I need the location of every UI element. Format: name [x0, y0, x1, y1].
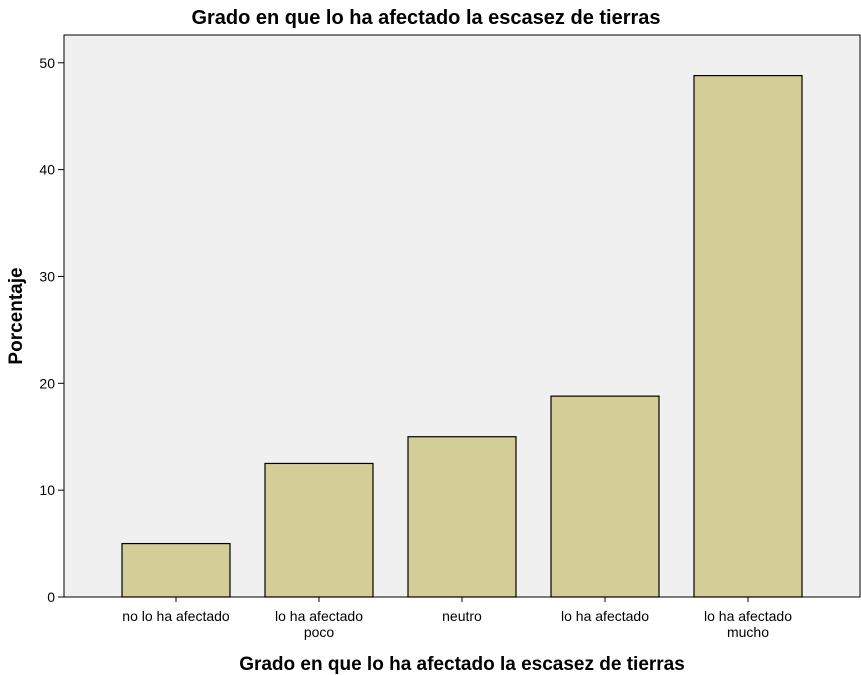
chart-title: Grado en que lo ha afectado la escasez d…: [191, 7, 660, 29]
x-axis-title: Grado en que lo ha afectado la escasez d…: [239, 654, 685, 675]
bar: [121, 542, 231, 598]
y-tick-label: 20: [39, 375, 55, 391]
y-axis-title: Porcentaje: [6, 267, 27, 364]
bar: [693, 75, 803, 598]
x-tick-label: neutro: [442, 608, 482, 624]
y-tick-label: 30: [39, 268, 55, 284]
y-tick-label: 50: [39, 55, 55, 71]
x-tick-label: lo ha afectado: [561, 608, 649, 624]
y-tick-label: 40: [39, 162, 55, 178]
bar: [264, 462, 374, 598]
y-tick-label: 10: [39, 482, 55, 498]
x-tick-label: no lo ha afectado: [122, 608, 230, 624]
y-tick-label: 0: [47, 589, 55, 605]
x-tick-label: lo ha afectado mucho: [704, 608, 792, 640]
bar: [550, 395, 660, 598]
x-tick-label: lo ha afectado poco: [275, 608, 363, 640]
bar: [407, 436, 517, 598]
